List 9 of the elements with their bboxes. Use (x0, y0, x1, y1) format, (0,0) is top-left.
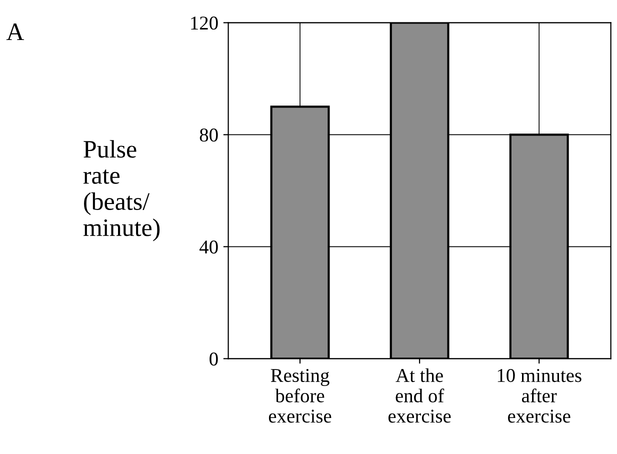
x-tick-label: At the end of exercise (388, 368, 451, 423)
x-tick-label: 10 minutes after exercise (498, 368, 582, 423)
y-tick-label: 40 (200, 240, 218, 254)
text: A (6, 24, 24, 40)
y-axis-title: Pulse rate (beats/ minute) (83, 140, 160, 242)
y-tick-label: 120 (191, 16, 218, 30)
y-tick-label: 80 (200, 128, 218, 142)
x-tick-label: Resting before exercise (268, 368, 332, 423)
y-tick-label: 0 (210, 352, 218, 366)
